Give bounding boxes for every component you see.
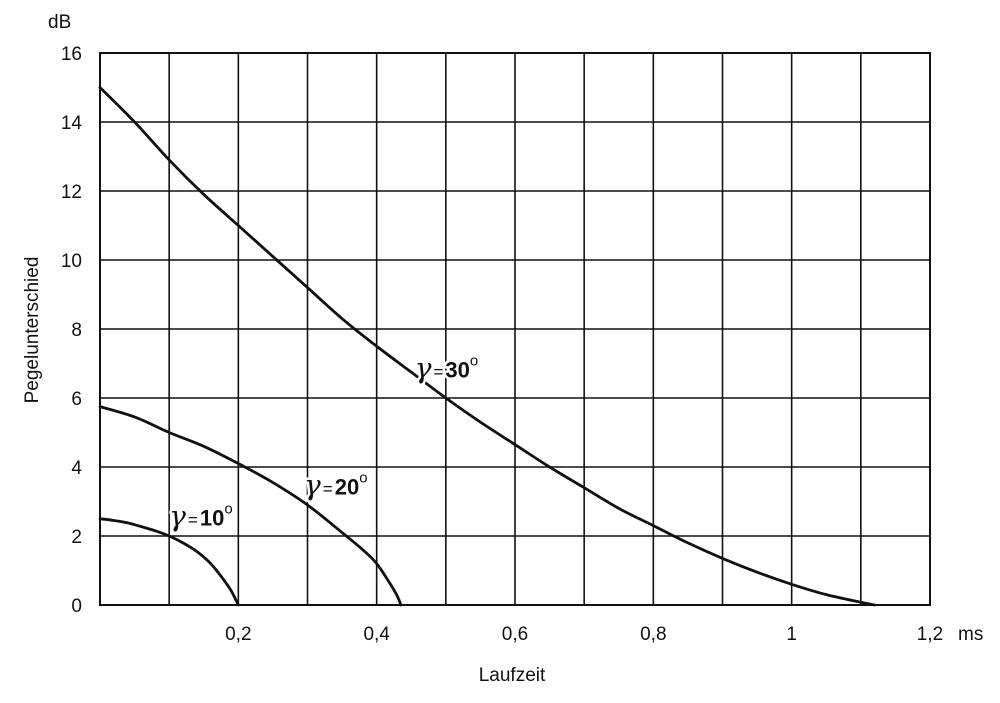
x-tick-label: 0,8 — [640, 624, 666, 645]
x-tick-label: 0,2 — [225, 624, 251, 645]
series-curve-3 — [98, 86, 877, 607]
y-tick-label: 8 — [71, 320, 82, 341]
gamma-symbol: γ — [169, 500, 186, 533]
y-tick-label: 14 — [61, 113, 83, 134]
y-tick-label: 4 — [71, 458, 82, 479]
equals-sign: = — [323, 480, 333, 499]
y-tick-label: 2 — [71, 527, 82, 548]
x-axis-title: Laufzeit — [479, 665, 546, 686]
series-curves — [98, 86, 877, 607]
gamma-symbol: γ — [304, 469, 321, 502]
series-label-2: γ =20o — [304, 469, 368, 502]
y-tick-label: 0 — [71, 596, 82, 617]
grid — [100, 53, 930, 605]
degree-mark: o — [359, 470, 367, 487]
y-tick-label: 6 — [71, 389, 82, 410]
angle-value: 10 — [200, 506, 224, 531]
degree-mark: o — [470, 352, 478, 369]
angle-value: 20 — [335, 475, 359, 500]
series-label-3: γ =30o — [415, 351, 479, 384]
x-tick-label: 0,4 — [363, 624, 390, 645]
x-tick-label: 1 — [786, 624, 797, 645]
y-tick-labels: 0 2 4 6 8 10 12 14 16 — [61, 44, 83, 617]
x-unit-label: ms — [958, 624, 983, 645]
equals-sign: = — [433, 362, 443, 381]
equals-sign: = — [188, 511, 198, 530]
series-curve-1 — [98, 517, 240, 607]
y-tick-label: 10 — [61, 251, 82, 272]
y-tick-label: 12 — [61, 182, 82, 203]
angle-value: 30 — [445, 357, 469, 382]
gamma-symbol: γ — [415, 351, 432, 384]
x-tick-label: 0,6 — [502, 624, 528, 645]
degree-mark: o — [224, 501, 232, 518]
x-tick-label: 1,2 — [917, 624, 943, 645]
y-axis-title: Pegelunterschied — [22, 257, 43, 404]
y-tick-label: 16 — [61, 44, 82, 65]
x-tick-labels: 0,2 0,4 0,6 0,8 1 1,2 ms — [225, 624, 983, 645]
y-unit-label: dB — [48, 12, 71, 33]
series-curve-2 — [98, 405, 403, 607]
series-label-1: γ =10o — [169, 500, 233, 533]
plot-frame — [99, 52, 931, 606]
